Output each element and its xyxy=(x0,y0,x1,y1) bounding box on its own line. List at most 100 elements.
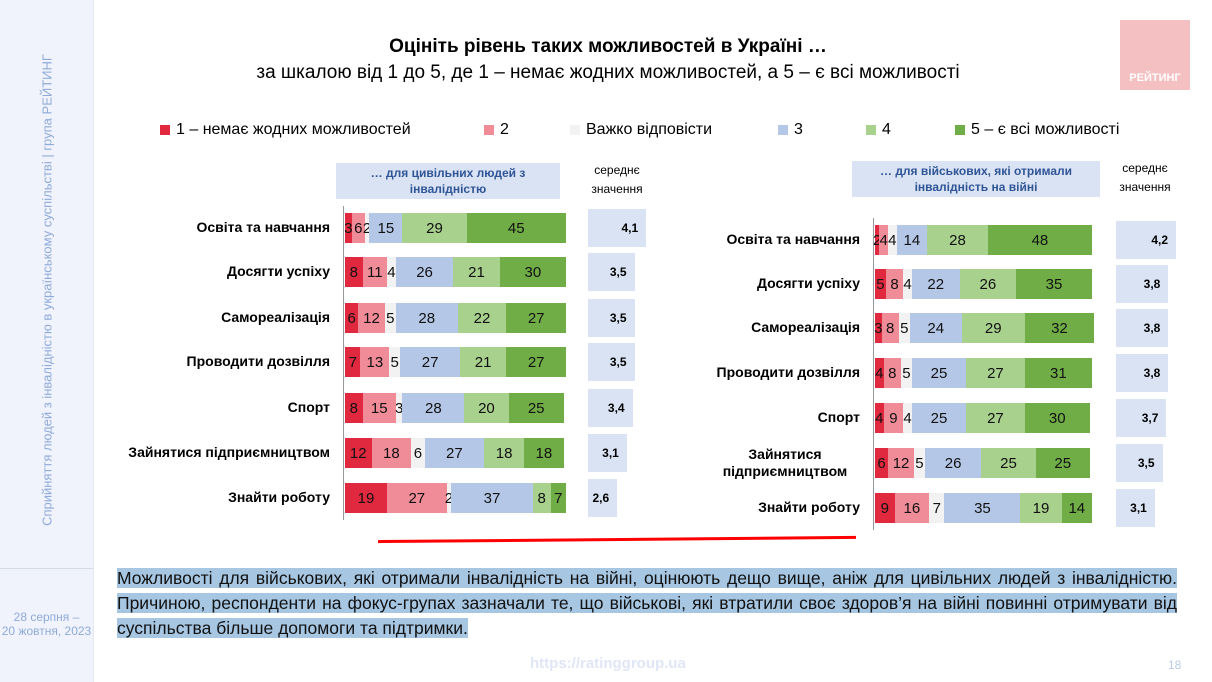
row-label: Освіта та навчання xyxy=(726,231,860,247)
bar-segment: 32 xyxy=(1024,313,1095,343)
row-label: Зайнятися підприємництвом xyxy=(128,444,330,460)
bar-segment: 18 xyxy=(371,438,412,468)
chart-header: … для військових, які отримали інвалідні… xyxy=(852,161,1100,197)
legend-swatch xyxy=(778,125,788,135)
bar-segment: 5 xyxy=(914,448,925,478)
bar-segment: 21 xyxy=(459,347,507,377)
bar-segment: 5 xyxy=(875,269,886,299)
bar-segment: 31 xyxy=(1024,358,1092,388)
summary-highlight: Можливості для військових, які отримали … xyxy=(117,568,1177,638)
bar-segment: 3 xyxy=(395,393,403,423)
legend-swatch xyxy=(484,125,494,135)
bar-segment: 15 xyxy=(362,393,396,423)
bar-segment: 4 xyxy=(879,225,888,255)
bar-segment: 27 xyxy=(506,347,566,377)
row-label: Самореалізація xyxy=(751,319,860,335)
bar-segment: 2 xyxy=(363,213,371,243)
legend-label: 3 xyxy=(794,121,803,138)
sidebar: Сприйняття людей з інвалідністю в україн… xyxy=(0,0,94,682)
bar-segment: 5 xyxy=(384,303,396,333)
mean-header: середнє значення xyxy=(591,163,643,196)
bar-segment: 8 xyxy=(532,483,551,513)
page-number: 18 xyxy=(1168,658,1182,672)
bar-segment: 18 xyxy=(524,438,564,468)
row-label: Проводити дозвілля xyxy=(186,353,330,369)
bar-segment: 7 xyxy=(345,347,361,377)
row-label: Проводити дозвілля xyxy=(716,364,860,380)
bar-segment: 6 xyxy=(411,438,425,468)
mean-value: 3,8 xyxy=(1116,354,1169,392)
bar-segment: 22 xyxy=(911,269,960,299)
bar-segment: 28 xyxy=(927,225,988,255)
bar-segment: 12 xyxy=(345,438,372,468)
mean-value: 2,6 xyxy=(588,479,618,517)
bar-segment: 26 xyxy=(924,448,982,478)
bar-segment: 6 xyxy=(351,213,365,243)
legend-item: Важко відповісти xyxy=(570,121,712,139)
summary-text: Можливості для військових, які отримали … xyxy=(117,566,1177,641)
legend-label: 4 xyxy=(882,121,891,138)
row-label: Досягти успіху xyxy=(757,275,860,291)
bar-segment: 5 xyxy=(898,313,910,343)
legend-item: 4 xyxy=(866,121,891,139)
bar-segment: 8 xyxy=(885,269,904,299)
bar-segment: 30 xyxy=(499,257,566,287)
row-label: Знайти роботу xyxy=(758,499,860,515)
mean-value: 3,4 xyxy=(588,389,633,427)
footer-url[interactable]: https://ratinggroup.ua xyxy=(530,655,686,672)
bar-segment: 5 xyxy=(901,358,912,388)
legend-swatch xyxy=(160,125,170,135)
bar-segment: 25 xyxy=(981,448,1036,478)
row-label: Досягти успіху xyxy=(227,263,330,279)
bar-segment: 19 xyxy=(345,483,387,513)
bar-segment: 2 xyxy=(873,225,881,255)
bar-segment: 4 xyxy=(888,225,897,255)
bar-segment: 14 xyxy=(896,225,928,255)
mean-value: 3,5 xyxy=(588,343,635,381)
chart-header: … для цивільних людей з інвалідністю xyxy=(336,163,560,199)
bar-segment: 2 xyxy=(445,483,453,513)
mean-value: 3,8 xyxy=(1116,309,1169,347)
bar-segment: 27 xyxy=(506,303,566,333)
bar-segment: 27 xyxy=(400,347,460,377)
mean-value: 3,1 xyxy=(588,434,627,472)
bar-segment: 26 xyxy=(959,269,1017,299)
bar-segment: 12 xyxy=(888,448,915,478)
row-label: Знайти роботу xyxy=(228,489,330,505)
legend-item: 2 xyxy=(484,121,509,139)
bar-segment: 27 xyxy=(386,483,447,513)
sidebar-vertical-text: Сприйняття людей з інвалідністю в україн… xyxy=(39,54,55,526)
mean-value: 4,1 xyxy=(588,209,647,247)
bar-segment: 4 xyxy=(903,403,912,433)
bar-segment: 12 xyxy=(358,303,385,333)
bar-segment: 13 xyxy=(360,347,390,377)
chart-axis xyxy=(873,218,874,530)
mean-value: 3,5 xyxy=(588,253,635,291)
bar-segment: 24 xyxy=(909,313,962,343)
bar-segment: 8 xyxy=(883,358,902,388)
bar-segment: 8 xyxy=(881,313,899,343)
legend-swatch xyxy=(955,125,965,135)
bar-segment: 3 xyxy=(344,213,352,243)
chart-axis xyxy=(343,206,344,520)
bar-segment: 19 xyxy=(1020,493,1062,523)
bar-segment: 4 xyxy=(903,269,912,299)
bar-segment: 25 xyxy=(1035,448,1090,478)
mean-value: 3,8 xyxy=(1116,265,1169,303)
bar-segment: 26 xyxy=(395,257,454,287)
bar-segment: 5 xyxy=(389,347,401,377)
mean-value: 3,7 xyxy=(1116,399,1167,437)
bar-segment: 11 xyxy=(362,257,387,287)
bar-segment: 48 xyxy=(987,225,1092,255)
mean-value: 3,5 xyxy=(1116,444,1163,482)
rating-logo: РЕЙТИНГ xyxy=(1120,20,1190,90)
bar-segment: 25 xyxy=(508,393,564,423)
bar-segment: 22 xyxy=(457,303,507,333)
bar-segment: 29 xyxy=(402,213,467,243)
bar-segment: 4 xyxy=(386,257,396,287)
row-label: Освіта та навчання xyxy=(196,219,330,235)
bar-segment: 20 xyxy=(464,393,509,423)
bar-segment: 25 xyxy=(911,403,967,433)
bar-segment: 7 xyxy=(550,483,566,513)
legend-swatch xyxy=(570,125,580,135)
